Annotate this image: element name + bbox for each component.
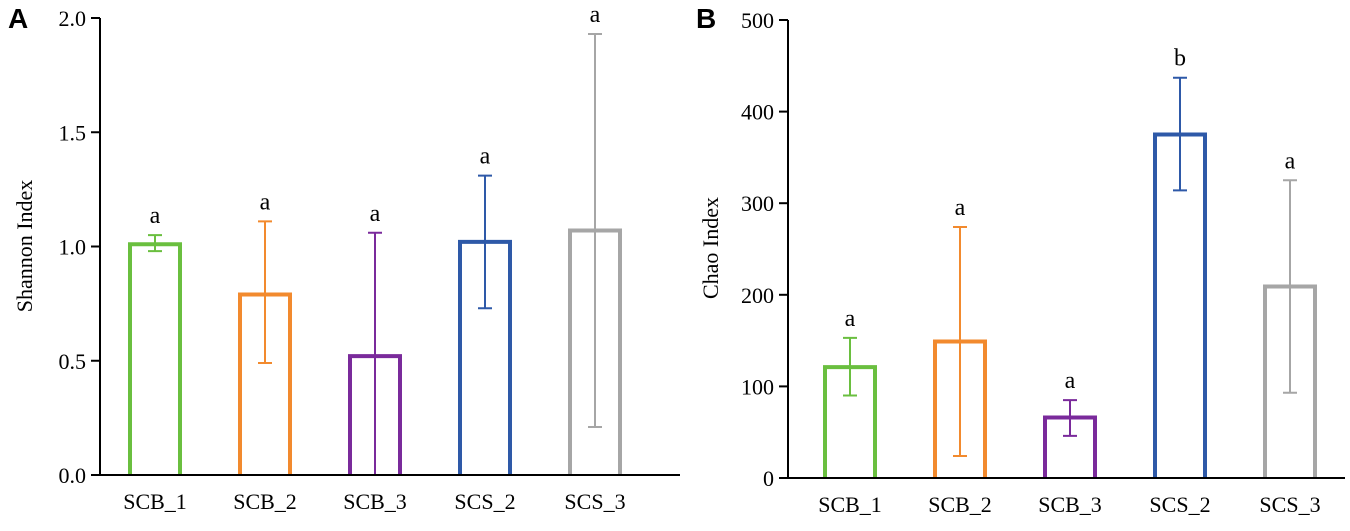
panel-b-x-label-scb-3: SCB_3 bbox=[1038, 492, 1102, 517]
panel-b-sig-label-scb-1: a bbox=[845, 306, 856, 332]
panel-b-y-tick-label: 300 bbox=[741, 191, 774, 216]
panel-a-x-label-scb-3: SCB_3 bbox=[343, 489, 407, 514]
panel-b-sig-label-scs-2: b bbox=[1174, 46, 1186, 72]
panel-b-error-bar-scb-3 bbox=[1063, 399, 1077, 437]
panel-a-x-label-scb-1: SCB_1 bbox=[123, 489, 187, 514]
panel-a-y-tick-label: 0.5 bbox=[59, 349, 87, 374]
panel-a-sig-label-scb-1: a bbox=[150, 203, 161, 229]
panel-b-error-bar-scb-2 bbox=[953, 226, 967, 458]
panel-a-error-bar-scb-3 bbox=[368, 231, 382, 476]
panel-a-error-bar-scb-2 bbox=[258, 220, 272, 365]
panel-a-x-labels: SCB_1 SCB_2 SCB_3 SCS_2 SCS_3 bbox=[123, 489, 625, 514]
panel-b-significance-labels: a a a b a bbox=[845, 46, 1296, 394]
panel-a-sig-label-scs-3: a bbox=[590, 2, 601, 28]
panel-b-y-tick-label: 500 bbox=[741, 8, 774, 33]
panel-b-axes bbox=[787, 20, 1345, 479]
panel-a-significance-labels: a a a a a bbox=[150, 2, 601, 229]
panel-b-sig-label-scs-3: a bbox=[1285, 148, 1296, 174]
panel-b-y-tick-label: 400 bbox=[741, 100, 774, 125]
panel-b-x-label-scb-1: SCB_1 bbox=[818, 492, 882, 517]
panel-b-chart: B Chao Index a a a b a 0 100 200 300 400 500 SCB_… bbox=[696, 3, 1345, 517]
panel-b-error-bar-scb-1 bbox=[843, 336, 857, 397]
panel-b-y-tick-label: 200 bbox=[741, 283, 774, 308]
panel-a-sig-label-scs-2: a bbox=[480, 144, 491, 170]
panel-b-y-tick-label: 100 bbox=[741, 374, 774, 399]
panel-a-error-bar-scs-3 bbox=[588, 32, 602, 429]
panel-b-x-label-scs-3: SCS_3 bbox=[1259, 492, 1320, 517]
panel-a-bar-scb-1 bbox=[128, 242, 182, 475]
panel-a-y-tick-label: 0.0 bbox=[59, 463, 87, 488]
panel-b-letter: B bbox=[696, 3, 716, 34]
panel-a-error-bars bbox=[148, 32, 602, 476]
panel-a-axes bbox=[99, 18, 680, 476]
panel-b-error-bar-scs-3 bbox=[1283, 179, 1297, 394]
panel-b-x-labels: SCB_1 SCB_2 SCB_3 SCS_2 SCS_3 bbox=[818, 492, 1320, 517]
panel-a-chart: A Shannon Index a a a a a 0.0 0.5 1.0 1.5 2.0 SC… bbox=[8, 2, 680, 514]
panel-a-y-tick-label: 1.0 bbox=[59, 235, 87, 260]
panel-a-y-tick-label: 2.0 bbox=[59, 6, 87, 31]
panel-b-x-label-scs-2: SCS_2 bbox=[1149, 492, 1210, 517]
panel-a-error-bar-scb-1 bbox=[148, 234, 162, 253]
panel-a-letter: A bbox=[8, 3, 28, 34]
panel-b-error-bar-scs-2 bbox=[1173, 76, 1187, 192]
panel-b-y-ticks: 0 100 200 300 400 500 bbox=[741, 8, 788, 491]
panel-a-x-label-scb-2: SCB_2 bbox=[233, 489, 297, 514]
panel-b-error-bars bbox=[843, 76, 1297, 458]
panel-a-y-axis-title: Shannon Index bbox=[12, 180, 37, 313]
panel-a-y-tick-label: 1.5 bbox=[59, 120, 87, 145]
panel-a-sig-label-scb-2: a bbox=[260, 189, 271, 215]
panel-a-y-ticks: 0.0 0.5 1.0 1.5 2.0 bbox=[59, 6, 100, 488]
panel-b-sig-label-scb-3: a bbox=[1065, 368, 1076, 394]
panel-a-x-label-scs-3: SCS_3 bbox=[564, 489, 625, 514]
panel-a-error-bar-scs-2 bbox=[478, 174, 492, 310]
panel-b-x-label-scb-2: SCB_2 bbox=[928, 492, 992, 517]
panel-b-y-axis-title: Chao Index bbox=[698, 197, 723, 299]
panel-a-x-label-scs-2: SCS_2 bbox=[454, 489, 515, 514]
panel-b-y-tick-label: 0 bbox=[763, 466, 774, 491]
panel-b-sig-label-scb-2: a bbox=[955, 195, 966, 221]
panel-a-sig-label-scb-3: a bbox=[370, 201, 381, 227]
